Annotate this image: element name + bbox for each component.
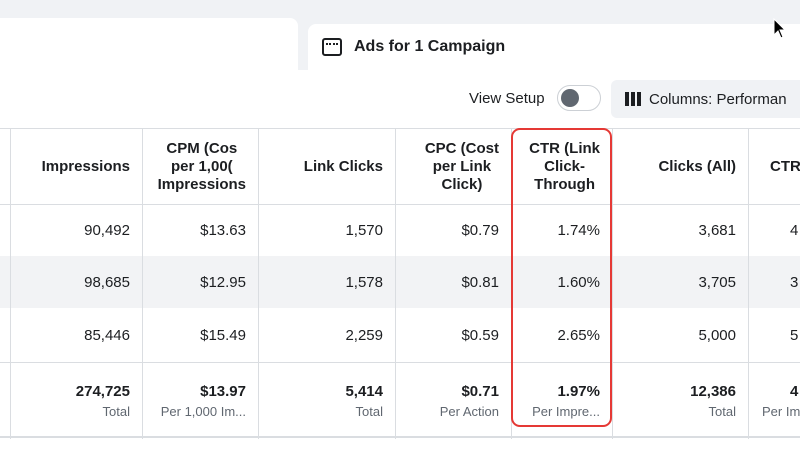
header-label-line: Clicks (All) — [658, 157, 736, 175]
cell-ctr: 5 — [790, 326, 799, 344]
totals-row: 274,725 Total $13.97 Per 1,000 Im... 5,414 To… — [0, 362, 800, 439]
cell-cpc: $0.59 — [461, 326, 499, 344]
header-label: CPM (Cos per 1,00(Impressions — [158, 140, 246, 194]
total-caption: Total — [708, 403, 736, 419]
columns-label: Columns: Performan — [649, 90, 787, 108]
cell-impressions: 90,492 — [84, 221, 130, 239]
column-divider — [10, 129, 11, 439]
total-impressions: 274,725 Total — [10, 362, 142, 439]
header-label-line: Click- — [544, 157, 586, 175]
header-link-clicks[interactable]: Link Clicks — [258, 129, 395, 204]
ad-preview-icon — [322, 38, 342, 56]
table-row[interactable]: 85,446 $15.49 2,259 $0.59 2.65% 5,000 5 — [0, 308, 800, 362]
table-row[interactable]: 98,685 $12.95 1,578 $0.81 1.60% 3,705 3 — [0, 256, 800, 308]
data-table: 90,492 $13.63 1,570 $0.79 1.74% 3,681 4 98,685 $… — [0, 128, 800, 439]
header-label-line: per 1,00( — [170, 157, 233, 175]
ctr-column-highlight — [511, 128, 612, 427]
total-ctr-link: 1.97% Per Impre... — [511, 362, 612, 439]
total-value: $0.71 — [461, 382, 499, 400]
row-divider — [0, 204, 800, 205]
toggle-knob — [561, 89, 579, 107]
header-label-line: Click) — [441, 175, 483, 193]
cell-cpc: $0.79 — [461, 221, 499, 239]
total-cpc: $0.71 Per Action — [395, 362, 511, 439]
cell-link-clicks: 2,259 — [345, 326, 383, 344]
total-clicks-all: 12,386 Total — [612, 362, 748, 439]
column-divider — [395, 129, 396, 439]
row-divider — [0, 362, 800, 363]
cell-cpc: $0.81 — [461, 273, 499, 291]
cell-impressions: 98,685 — [84, 273, 130, 291]
total-cpm: $13.97 Per 1,000 Im... — [142, 362, 258, 439]
header-label-line: Link Clicks — [303, 157, 383, 175]
header-cpc[interactable]: CPC (Cost per Link Click) — [395, 129, 511, 204]
header-label-line: CPC (Cost — [424, 139, 499, 157]
header-label-line: CTR — [770, 157, 800, 175]
total-caption: Per 1,000 Im... — [160, 403, 246, 419]
cell-ctr-link: 1.60% — [557, 273, 600, 291]
cell-cpm: $12.95 — [200, 273, 246, 291]
header-clicks-all[interactable]: Clicks (All) — [612, 129, 748, 204]
header-ctr-link[interactable]: CTR (Link Click- Through — [511, 129, 612, 204]
column-divider — [748, 129, 749, 439]
total-value: 274,725 — [75, 382, 130, 400]
cell-impressions: 85,446 — [84, 326, 130, 344]
total-ctr: 4 Per Im — [748, 362, 800, 439]
header-label: Link Clicks — [304, 158, 383, 176]
total-value: 12,386 — [690, 382, 736, 400]
total-caption: Total — [102, 403, 130, 419]
total-value: 1.97% — [557, 382, 600, 400]
header-label: CTR — [770, 158, 800, 176]
columns-icon — [625, 92, 641, 106]
cell-clicks-all: 3,705 — [698, 273, 736, 291]
column-divider — [142, 129, 143, 439]
header-label-line: CTR (Link — [529, 139, 600, 157]
header-label: Clicks (All) — [658, 158, 736, 176]
header-label: CTR (Link Click- Through — [529, 140, 600, 194]
header-cpm[interactable]: CPM (Cos per 1,00(Impressions — [142, 129, 258, 204]
header-label-line: Impressions — [41, 157, 130, 175]
cell-link-clicks: 1,570 — [345, 221, 383, 239]
cell-clicks-all: 5,000 — [698, 326, 736, 344]
total-link-clicks: 5,414 Total — [258, 362, 395, 439]
cell-ctr-link: 1.74% — [557, 221, 600, 239]
cell-ctr: 4 — [790, 221, 799, 239]
cell-cpm: $13.63 — [200, 221, 246, 239]
mouse-cursor-icon — [773, 18, 787, 39]
header-label: CPC (Cost per Link Click) — [425, 140, 499, 194]
total-value: $13.97 — [200, 382, 246, 400]
total-value: 5,414 — [345, 382, 383, 400]
header-ctr[interactable]: CTR — [748, 129, 800, 204]
total-caption: Per Action — [439, 403, 499, 419]
table-row[interactable]: 90,492 $13.63 1,570 $0.79 1.74% 3,681 4 — [0, 204, 800, 256]
total-caption: Total — [355, 403, 383, 419]
header-label-line: Impressions — [157, 175, 246, 193]
header-label-line: per Link — [432, 157, 492, 175]
cell-clicks-all: 3,681 — [698, 221, 736, 239]
tab-ads-label: Ads for 1 Campaign — [354, 38, 506, 55]
header-label: Impressions — [42, 158, 130, 176]
cell-ctr: 3 — [790, 273, 799, 291]
header-impressions[interactable]: Impressions — [10, 129, 142, 204]
view-setup-label: View Setup — [469, 90, 545, 107]
tab-ads-for-campaign[interactable]: Ads for 1 Campaign — [308, 24, 800, 70]
total-value: 4 — [790, 382, 799, 400]
total-caption: Per Im — [762, 403, 800, 419]
cell-ctr-link: 2.65% — [557, 326, 600, 344]
header-label-line: Through — [534, 175, 595, 193]
column-divider — [612, 129, 613, 439]
cell-cpm: $15.49 — [200, 326, 246, 344]
columns-button[interactable]: Columns: Performan — [611, 80, 800, 118]
header-label-line: CPM (Cos — [166, 139, 238, 157]
table-bottom-border — [0, 436, 800, 438]
view-setup-toggle[interactable] — [557, 85, 601, 111]
column-divider — [258, 129, 259, 439]
total-caption: Per Impre... — [532, 403, 600, 419]
left-panel-tab[interactable] — [0, 18, 298, 70]
cell-link-clicks: 1,578 — [345, 273, 383, 291]
